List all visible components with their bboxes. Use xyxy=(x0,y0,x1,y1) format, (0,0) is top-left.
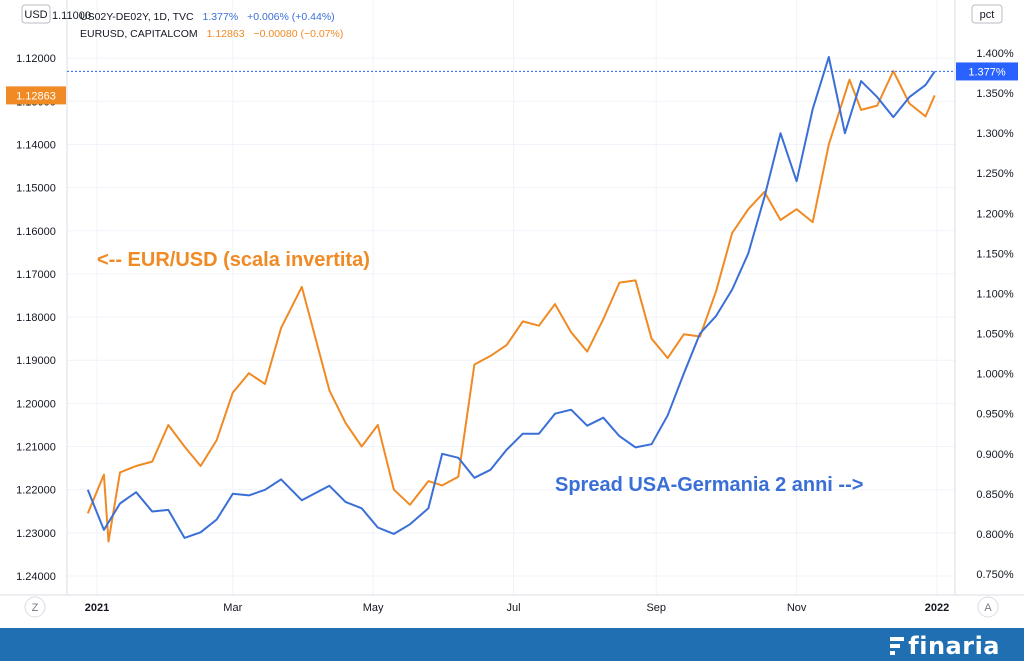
right-tick-label: 1.200% xyxy=(976,208,1014,220)
chart-background xyxy=(0,0,1024,628)
spread-line xyxy=(86,56,936,539)
z-button-label: Z xyxy=(32,602,39,614)
right-tick-label: 1.250% xyxy=(976,168,1014,180)
eurusd-annotation: <-- EUR/USD (scala invertita) xyxy=(97,249,370,271)
series-layer xyxy=(86,56,936,543)
left-tick-label: 1.15000 xyxy=(16,183,56,195)
left-tick-label: 1.21000 xyxy=(16,442,56,454)
left-tick-label: 1.12000 xyxy=(16,53,56,65)
right-tick-label: 0.850% xyxy=(976,489,1014,501)
left-tick-label: 1.16000 xyxy=(16,226,56,238)
left-tick-label: 1.19000 xyxy=(16,355,56,367)
right-tick-label: 0.750% xyxy=(976,569,1014,581)
x-tick-label: Jul xyxy=(507,602,521,614)
right-tick-label: 0.950% xyxy=(976,409,1014,421)
right-tick-label: 1.150% xyxy=(976,248,1014,260)
x-tick-label: Nov xyxy=(787,602,807,614)
left-unit-box[interactable]: USD xyxy=(21,4,51,24)
x-tick-label: Mar xyxy=(223,602,242,614)
finaria-logo[interactable]: finaria xyxy=(890,632,1000,660)
spread-price-badge-text: 1.377% xyxy=(968,66,1006,78)
right-unit-label: pct xyxy=(980,9,995,21)
eurusd-price-badge: 1.12863 xyxy=(6,86,66,105)
svg-text:US02Y-DE02Y, 1D, TVC 1: US02Y-DE02Y, 1D, TVC 1.377% +0.006% (+0.… xyxy=(80,11,335,23)
left-tick-label: 1.24000 xyxy=(16,571,56,583)
x-tick-label: May xyxy=(363,602,384,614)
a-button-label: A xyxy=(984,602,992,614)
footer-bar: finaria xyxy=(0,628,1024,661)
eurusd-line xyxy=(86,70,936,543)
right-tick-label: 1.350% xyxy=(976,88,1014,100)
left-tick-label: 1.22000 xyxy=(16,485,56,497)
legend-spread-value: 1.377% xyxy=(203,11,239,23)
spread-price-badge: 1.377% xyxy=(956,62,1018,81)
legend-eurusd-symbol: EURUSD, CAPITALCOM xyxy=(80,28,198,40)
finaria-logo-text: finaria xyxy=(908,632,1000,660)
legend-eurusd-change: −0.00080 (−0.07%) xyxy=(253,28,343,40)
left-tick-label: 1.18000 xyxy=(16,312,56,324)
eurusd-spread-chart: 1.120001.130001.140001.150001.160001.170… xyxy=(0,0,1024,628)
svg-text:EURUSD, CAPITALCOM 1.1: EURUSD, CAPITALCOM 1.12863 −0.00080 (−0.… xyxy=(80,28,343,40)
left-tick-label: 1.14000 xyxy=(16,139,56,151)
right-tick-label: 1.050% xyxy=(976,329,1014,341)
eurusd-price-badge-text: 1.12863 xyxy=(16,90,56,102)
right-tick-label: 1.100% xyxy=(976,288,1014,300)
x-tick-label: 2022 xyxy=(925,602,949,614)
left-axis-ticks: 1.120001.130001.140001.150001.160001.170… xyxy=(16,53,56,583)
x-tick-label: Sep xyxy=(646,602,666,614)
legend-spread-symbol: US02Y-DE02Y, 1D, TVC xyxy=(80,11,194,23)
x-axis-ticks: 2021 Mar May Jul Sep Nov 2022 xyxy=(85,602,949,614)
right-tick-label: 1.300% xyxy=(976,128,1014,140)
left-unit-label: USD xyxy=(24,9,47,21)
z-button[interactable]: Z xyxy=(24,596,46,618)
right-tick-label: 0.900% xyxy=(976,449,1014,461)
right-unit-box[interactable]: pct xyxy=(971,4,1003,24)
x-tick-label: 2021 xyxy=(85,602,109,614)
left-tick-label: 1.23000 xyxy=(16,528,56,540)
legend-spread-change: +0.006% (+0.44%) xyxy=(247,11,335,23)
left-tick-label: 1.17000 xyxy=(16,269,56,281)
right-tick-label: 1.400% xyxy=(976,48,1014,60)
grid xyxy=(67,0,955,595)
legend-eurusd-value: 1.12863 xyxy=(207,28,245,40)
spread-annotation: Spread USA-Germania 2 anni --> xyxy=(555,474,863,496)
left-tick-label: 1.20000 xyxy=(16,398,56,410)
finaria-logo-icon xyxy=(890,637,905,655)
right-axis-ticks: 1.400% 1.350% 1.300% 1.250% 1.200% 1.150% 1.10… xyxy=(976,48,1014,581)
right-tick-label: 0.800% xyxy=(976,529,1014,541)
right-tick-label: 1.000% xyxy=(976,369,1014,381)
left-axis-top-partial: 1.11000 xyxy=(52,10,91,22)
a-button[interactable]: A xyxy=(977,596,999,618)
legend: US02Y-DE02Y, 1D, TVC 1.377% +0.006% (+0.… xyxy=(80,11,343,40)
